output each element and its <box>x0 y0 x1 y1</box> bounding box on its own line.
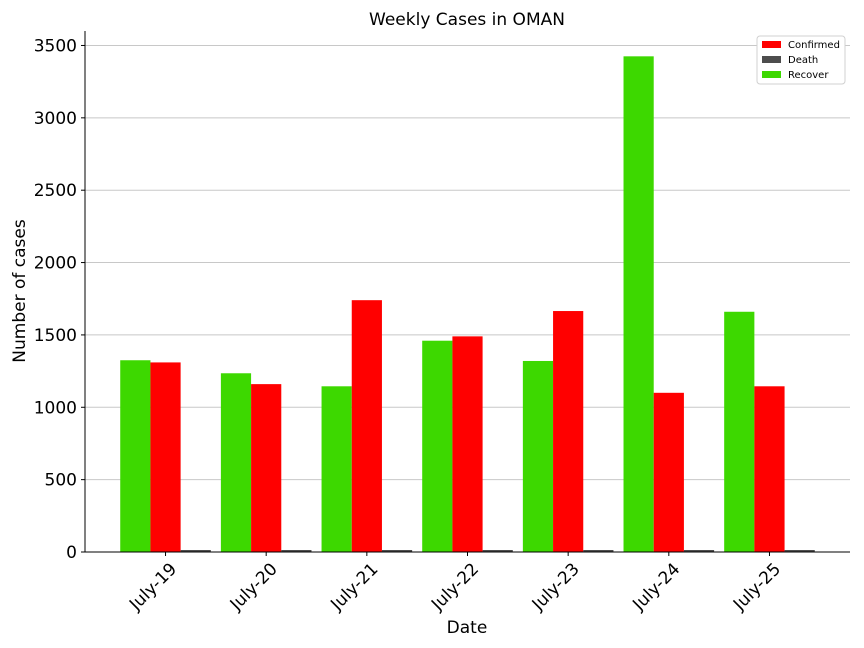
x-ticks: July-19 July-20 July-21 July-22 July-23 July-… <box>125 552 785 615</box>
bar-recover-july-24 <box>623 56 654 553</box>
y-tick-label: 0 <box>66 543 77 563</box>
bar-confirmed-july-25 <box>754 386 785 552</box>
y-ticks: 0 500 1000 1500 2000 2500 3000 3500 <box>34 36 85 563</box>
bar-death-july-19 <box>180 550 211 552</box>
bar-recover-july-21 <box>321 386 352 552</box>
legend-swatch-death <box>762 56 781 63</box>
bar-recover-july-25 <box>724 311 755 552</box>
bar-death-july-22 <box>482 550 513 552</box>
x-tick-label: July-22 <box>427 559 483 615</box>
bar-confirmed-july-22 <box>452 336 483 552</box>
bar-death-july-25 <box>784 550 815 552</box>
bar-confirmed-july-19 <box>150 362 181 552</box>
x-axis-label: Date <box>447 618 488 638</box>
y-axis-label: Number of cases <box>10 219 30 363</box>
y-tick-label: 2500 <box>34 181 77 201</box>
grid-lines <box>85 44 850 481</box>
legend-swatch-recover <box>762 71 781 78</box>
bars-group <box>120 56 815 553</box>
y-tick-label: 500 <box>45 471 77 491</box>
legend-swatch-confirmed <box>762 41 781 48</box>
bar-confirmed-july-23 <box>553 311 584 552</box>
bar-confirmed-july-20 <box>251 384 282 552</box>
x-tick-label: July-23 <box>528 559 584 615</box>
x-tick-label: July-21 <box>326 559 382 615</box>
y-tick-label: 1500 <box>34 326 77 346</box>
legend-label-confirmed: Confirmed <box>788 40 840 51</box>
bar-death-july-23 <box>583 550 614 552</box>
chart-title: Weekly Cases in OMAN <box>369 10 565 30</box>
bar-recover-july-22 <box>422 340 453 552</box>
legend-label-death: Death <box>788 55 818 66</box>
bar-recover-july-20 <box>220 373 252 552</box>
bar-confirmed-july-21 <box>351 300 382 552</box>
bar-death-july-20 <box>281 550 312 552</box>
bar-confirmed-july-24 <box>653 392 684 552</box>
x-tick-label: July-24 <box>628 559 684 615</box>
x-tick-label: July-20 <box>226 559 282 615</box>
bar-recover-july-19 <box>120 360 151 552</box>
legend-label-recover: Recover <box>788 70 829 81</box>
y-tick-label: 3000 <box>34 109 77 129</box>
x-tick-label: July-19 <box>125 559 181 615</box>
bar-death-july-21 <box>381 550 413 552</box>
legend: Confirmed Death Recover <box>756 35 846 85</box>
bar-death-july-24 <box>683 550 715 552</box>
x-tick-label: July-25 <box>729 559 785 615</box>
y-tick-label: 2000 <box>34 254 77 274</box>
y-tick-label: 1000 <box>34 398 77 418</box>
bar-recover-july-23 <box>522 360 554 552</box>
y-tick-label: 3500 <box>34 36 77 56</box>
